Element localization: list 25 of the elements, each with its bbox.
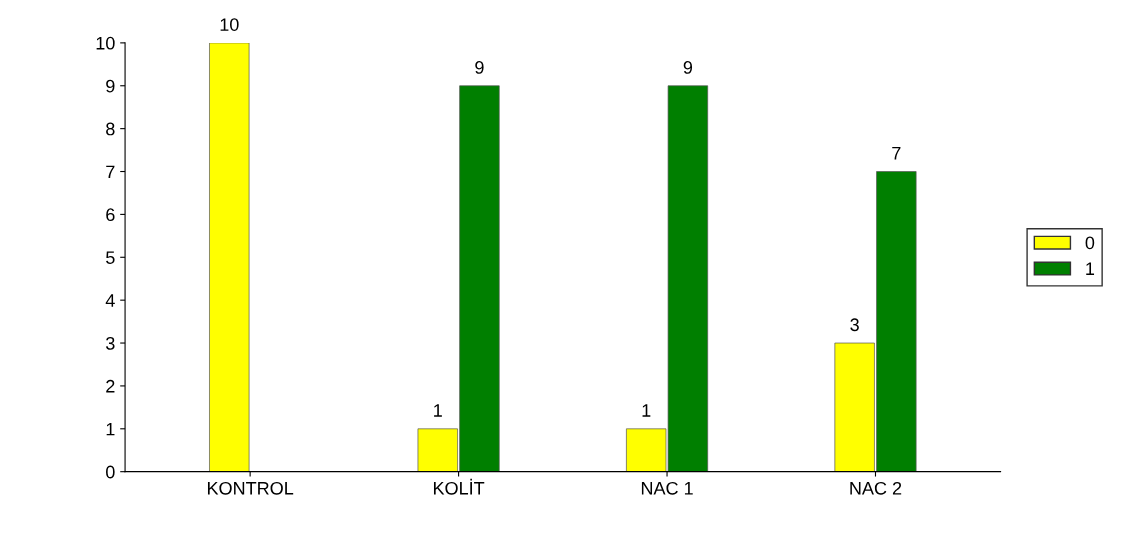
data-label: 3 (850, 318, 859, 332)
bar (209, 42, 250, 472)
y-tick-label: 4 (105, 294, 115, 307)
legend-label: 0 (1085, 236, 1095, 250)
data-label: 9 (475, 61, 484, 74)
data-label: 7 (892, 147, 901, 160)
data-label: 9 (683, 61, 693, 74)
y-tick-label: 2 (106, 379, 115, 393)
y-tick-label: 5 (106, 251, 115, 264)
data-label: 1 (642, 404, 651, 417)
x-tick-label: NAC 2 (850, 481, 902, 495)
y-tick-label: 8 (106, 122, 115, 136)
data-label: 10 (220, 18, 239, 31)
y-tick-label: 9 (106, 79, 115, 93)
y-tick-label: 1 (106, 422, 115, 436)
y-tick-label: 7 (106, 165, 115, 179)
legend-label: 1 (1086, 262, 1095, 275)
x-tick-label: KOLİT (433, 478, 485, 495)
y-tick-label: 10 (96, 36, 115, 50)
y-tick-label: 6 (106, 208, 115, 222)
y-tick-label: 3 (106, 336, 115, 350)
x-tick-label: KONTROL (207, 481, 294, 495)
x-tick-label: NAC 1 (641, 481, 693, 495)
y-tick-label: 0 (106, 465, 115, 479)
data-label: 1 (434, 404, 442, 417)
